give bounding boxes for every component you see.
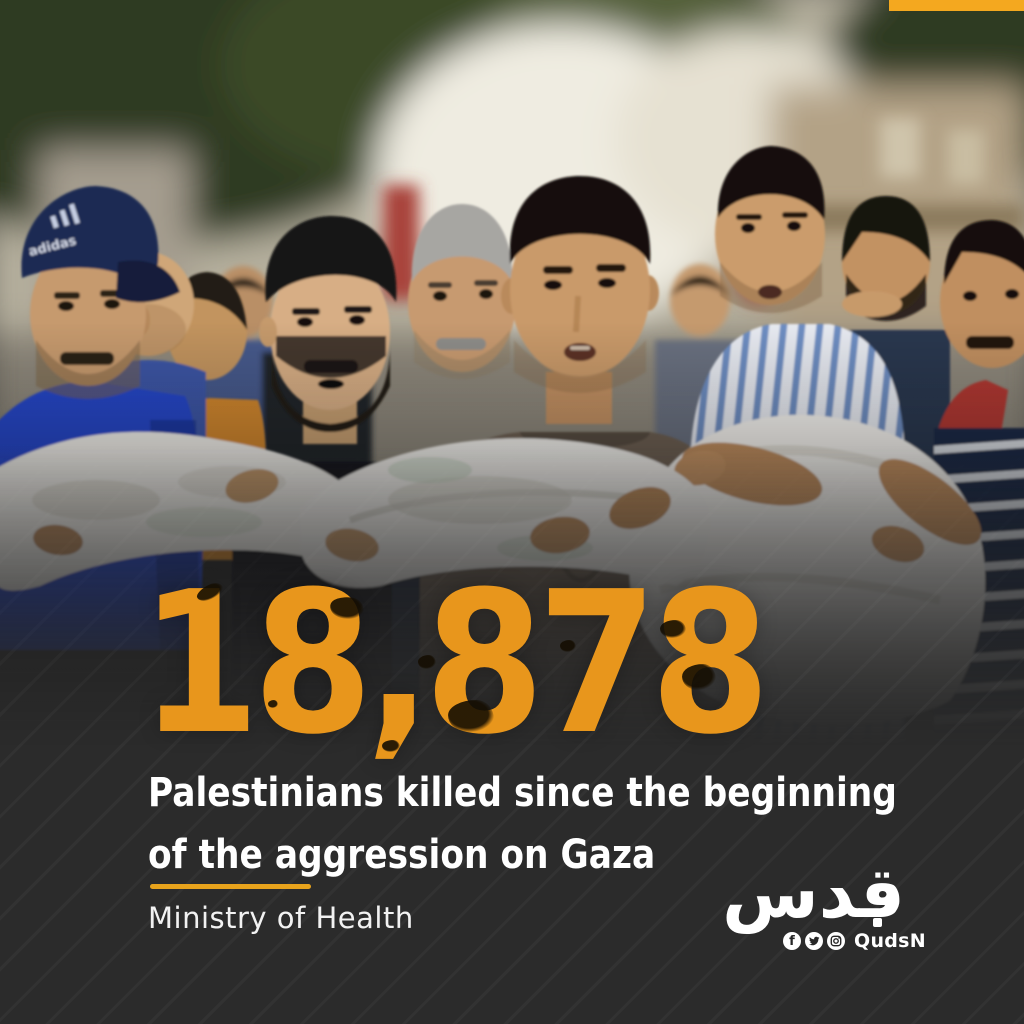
quds-logo: قدس (722, 852, 905, 934)
caption: Palestinians killed since the beginning … (148, 762, 897, 886)
number-crack-speck (268, 700, 278, 708)
number-crack-speck (682, 664, 716, 690)
number-crack-speck (418, 655, 436, 669)
photo-funeral-crowd: adidas (0, 0, 1024, 768)
caption-line-1: Palestinians killed since the beginning (148, 770, 897, 816)
quds-logo-dot (873, 918, 882, 927)
number-crack-speck (560, 640, 576, 652)
accent-rule (150, 884, 311, 889)
twitter-icon (805, 932, 823, 950)
number-crack-speck (660, 620, 686, 638)
death-toll-number: 18,878 (140, 550, 770, 778)
caption-line-2: of the aggression on Gaza (148, 832, 656, 878)
photo-illustration: adidas (0, 0, 1024, 768)
social-handle: QudsN (854, 930, 926, 952)
facebook-icon: f (783, 932, 801, 950)
number-crack-speck (448, 700, 494, 732)
top-accent-bar (889, 0, 1024, 11)
instagram-icon (827, 932, 845, 950)
number-crack-speck (382, 740, 400, 752)
social-row: f QudsN (783, 930, 926, 952)
source-label: Ministry of Health (148, 901, 414, 935)
